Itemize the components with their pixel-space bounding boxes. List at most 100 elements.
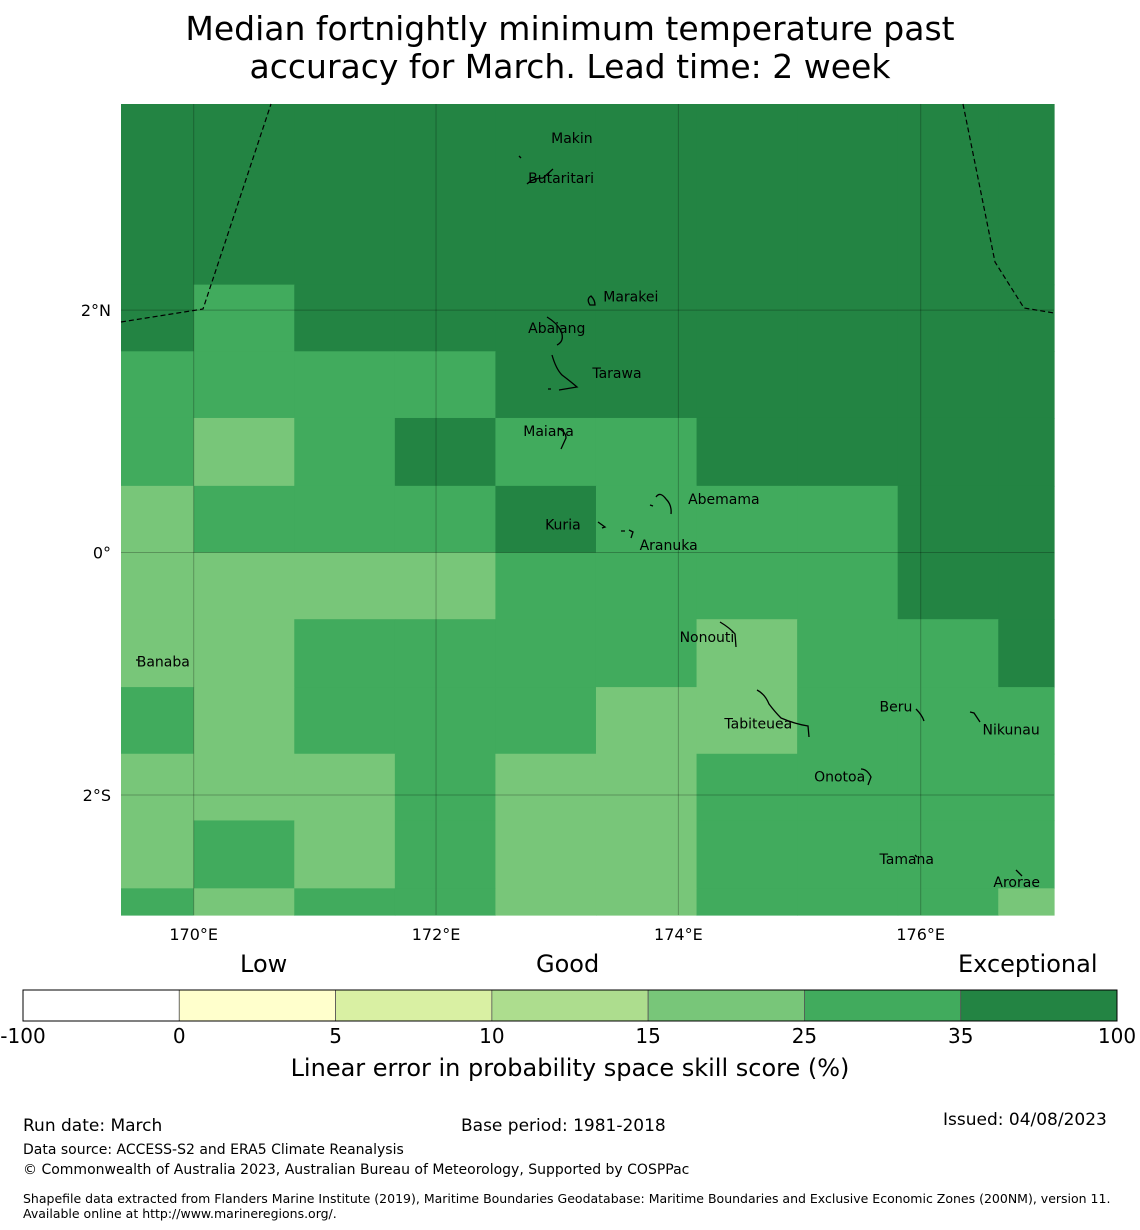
skill-cell bbox=[998, 753, 1055, 822]
lat-tick-label: 0° bbox=[93, 544, 111, 563]
skill-cell bbox=[394, 552, 497, 620]
skill-cell bbox=[121, 820, 195, 889]
skill-cell bbox=[495, 284, 597, 352]
skill-cell bbox=[595, 284, 698, 352]
skill-cell bbox=[797, 687, 899, 755]
skill-cell bbox=[121, 351, 195, 419]
skill-cell bbox=[797, 104, 899, 286]
skill-cell bbox=[294, 619, 396, 688]
skill-cell bbox=[897, 104, 999, 286]
skill-cell bbox=[294, 351, 396, 419]
category-exceptional-label: Exceptional bbox=[958, 950, 1098, 978]
skill-cell bbox=[193, 820, 295, 889]
island-label: Butaritari bbox=[528, 171, 594, 187]
skill-cell bbox=[121, 687, 195, 755]
skill-cell bbox=[595, 888, 698, 916]
skill-cell bbox=[595, 417, 698, 487]
skill-cell bbox=[394, 485, 497, 554]
island-shape-tamana bbox=[914, 854, 918, 858]
skill-cell bbox=[294, 820, 396, 889]
skill-cell bbox=[193, 485, 295, 554]
run-date: Run date: March bbox=[23, 1116, 163, 1136]
skill-cell bbox=[193, 687, 295, 755]
skill-cell bbox=[294, 284, 396, 352]
skill-cell bbox=[696, 619, 798, 688]
colorbar-tick-label: 25 bbox=[791, 1024, 818, 1048]
skill-cell bbox=[495, 351, 597, 419]
skill-cell bbox=[998, 888, 1055, 916]
island-shape-tabiteuea bbox=[756, 689, 810, 738]
skill-cell bbox=[495, 888, 597, 916]
skill-cell bbox=[998, 104, 1055, 286]
skill-cell bbox=[394, 104, 497, 286]
skill-cell bbox=[696, 417, 798, 487]
skill-cell bbox=[595, 820, 698, 889]
lat-tick-label: 2°S bbox=[83, 786, 111, 805]
skill-cell bbox=[394, 351, 497, 419]
skill-cell bbox=[595, 687, 698, 755]
graticule bbox=[121, 104, 1054, 915]
lon-tick-label: 174°E bbox=[654, 925, 703, 944]
skill-cell bbox=[897, 485, 999, 554]
island-labels: Makin Butaritari Marakei Abaiang Tarawa Maian… bbox=[137, 131, 1040, 891]
title-line-1: Median fortnightly minimum temperature p… bbox=[185, 9, 955, 48]
skill-cell bbox=[897, 552, 999, 620]
skill-cell bbox=[897, 284, 999, 352]
colorbar-tick-label: 5 bbox=[329, 1024, 342, 1048]
skill-cell bbox=[897, 687, 999, 755]
island-shape-onotoa bbox=[860, 768, 872, 786]
skill-cell bbox=[998, 619, 1055, 688]
skill-cell bbox=[495, 820, 597, 889]
skill-cell bbox=[797, 284, 899, 352]
chart-title: Median fortnightly minimum temperature p… bbox=[0, 10, 1140, 86]
lon-tick-label: 176°E bbox=[896, 925, 945, 944]
skill-cell bbox=[394, 820, 497, 889]
colorbar-bin bbox=[804, 989, 962, 1022]
skill-cell bbox=[595, 552, 698, 620]
skill-cell bbox=[897, 619, 999, 688]
island-shape-maiana bbox=[557, 427, 567, 450]
skill-cell bbox=[193, 753, 295, 822]
island-label: Marakei bbox=[603, 290, 658, 306]
colorbar-tick-label: -100 bbox=[0, 1024, 46, 1048]
island-shape-tarawa bbox=[548, 354, 579, 391]
skill-cell bbox=[696, 687, 798, 755]
skill-cell bbox=[121, 619, 195, 688]
skill-cell bbox=[696, 888, 798, 916]
skill-cell bbox=[897, 351, 999, 419]
skill-cell bbox=[897, 888, 999, 916]
skill-cell bbox=[595, 619, 698, 688]
skill-cell bbox=[998, 820, 1055, 889]
skill-cell bbox=[595, 351, 698, 419]
skill-cell bbox=[696, 820, 798, 889]
island-shape-butaritari bbox=[526, 168, 554, 185]
skill-cell bbox=[495, 104, 597, 286]
colorbar-bin bbox=[491, 989, 649, 1022]
island-label: Arorae bbox=[993, 875, 1040, 891]
copyright-notice: © Commonwealth of Australia 2023, Austra… bbox=[23, 1162, 690, 1178]
skill-cell bbox=[797, 888, 899, 916]
island-label: Onotoa bbox=[814, 770, 865, 786]
skill-cell bbox=[294, 417, 396, 487]
data-source: Data source: ACCESS-S2 and ERA5 Climate … bbox=[23, 1142, 404, 1158]
island-shape-makin bbox=[518, 155, 522, 159]
colorbar-tick-label: 15 bbox=[635, 1024, 661, 1048]
colorbar-bin bbox=[960, 989, 1118, 1022]
skill-cell bbox=[595, 753, 698, 822]
colorbar-frame bbox=[22, 989, 1118, 1022]
skill-cell bbox=[121, 888, 195, 916]
skill-cell bbox=[998, 417, 1055, 487]
island-outlines bbox=[136, 155, 1023, 877]
skill-cell bbox=[797, 552, 899, 620]
island-shape-abemama bbox=[649, 493, 672, 515]
shapefile-credit: Shapefile data extracted from Flanders M… bbox=[23, 1191, 1111, 1221]
skill-cell bbox=[595, 104, 698, 286]
eez-boundary-lines bbox=[120, 103, 1055, 323]
category-low-label: Low bbox=[240, 950, 288, 978]
island-label: Abemama bbox=[688, 492, 760, 508]
skill-cell bbox=[797, 753, 899, 822]
skill-cell bbox=[394, 753, 497, 822]
skill-grid bbox=[121, 104, 1055, 916]
skill-cell bbox=[394, 687, 497, 755]
